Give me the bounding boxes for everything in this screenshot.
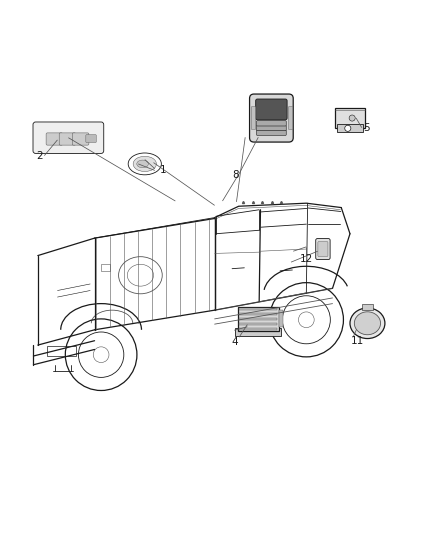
Ellipse shape bbox=[128, 153, 161, 175]
FancyBboxPatch shape bbox=[239, 328, 277, 330]
Text: 12: 12 bbox=[300, 254, 313, 264]
FancyBboxPatch shape bbox=[237, 307, 279, 331]
Ellipse shape bbox=[354, 312, 381, 335]
FancyBboxPatch shape bbox=[257, 120, 286, 126]
FancyBboxPatch shape bbox=[288, 107, 293, 130]
FancyBboxPatch shape bbox=[335, 108, 365, 128]
FancyBboxPatch shape bbox=[33, 122, 104, 154]
FancyBboxPatch shape bbox=[257, 130, 286, 135]
Ellipse shape bbox=[34, 145, 103, 153]
FancyBboxPatch shape bbox=[318, 241, 328, 256]
Ellipse shape bbox=[127, 264, 153, 286]
Text: 11: 11 bbox=[351, 336, 364, 346]
FancyBboxPatch shape bbox=[239, 323, 277, 325]
FancyBboxPatch shape bbox=[250, 94, 293, 142]
FancyBboxPatch shape bbox=[362, 304, 373, 310]
Circle shape bbox=[345, 125, 351, 131]
Circle shape bbox=[349, 115, 355, 121]
FancyBboxPatch shape bbox=[239, 313, 277, 316]
Text: 5: 5 bbox=[363, 123, 370, 133]
FancyBboxPatch shape bbox=[279, 310, 283, 327]
Text: 2: 2 bbox=[36, 151, 42, 161]
FancyBboxPatch shape bbox=[59, 133, 76, 145]
FancyBboxPatch shape bbox=[235, 328, 281, 336]
FancyBboxPatch shape bbox=[337, 124, 363, 132]
FancyBboxPatch shape bbox=[256, 99, 287, 120]
FancyBboxPatch shape bbox=[316, 239, 330, 260]
FancyBboxPatch shape bbox=[46, 133, 63, 145]
FancyBboxPatch shape bbox=[101, 264, 110, 271]
FancyBboxPatch shape bbox=[46, 346, 76, 356]
Ellipse shape bbox=[137, 160, 148, 168]
Text: 8: 8 bbox=[232, 170, 239, 180]
FancyBboxPatch shape bbox=[72, 133, 89, 145]
FancyBboxPatch shape bbox=[86, 135, 96, 142]
Ellipse shape bbox=[119, 257, 162, 294]
FancyBboxPatch shape bbox=[239, 318, 277, 320]
Ellipse shape bbox=[350, 308, 385, 338]
FancyBboxPatch shape bbox=[251, 107, 256, 130]
Text: 4: 4 bbox=[231, 337, 237, 346]
Ellipse shape bbox=[133, 156, 156, 172]
Text: 1: 1 bbox=[160, 165, 166, 175]
FancyBboxPatch shape bbox=[257, 125, 286, 131]
FancyBboxPatch shape bbox=[239, 308, 277, 311]
